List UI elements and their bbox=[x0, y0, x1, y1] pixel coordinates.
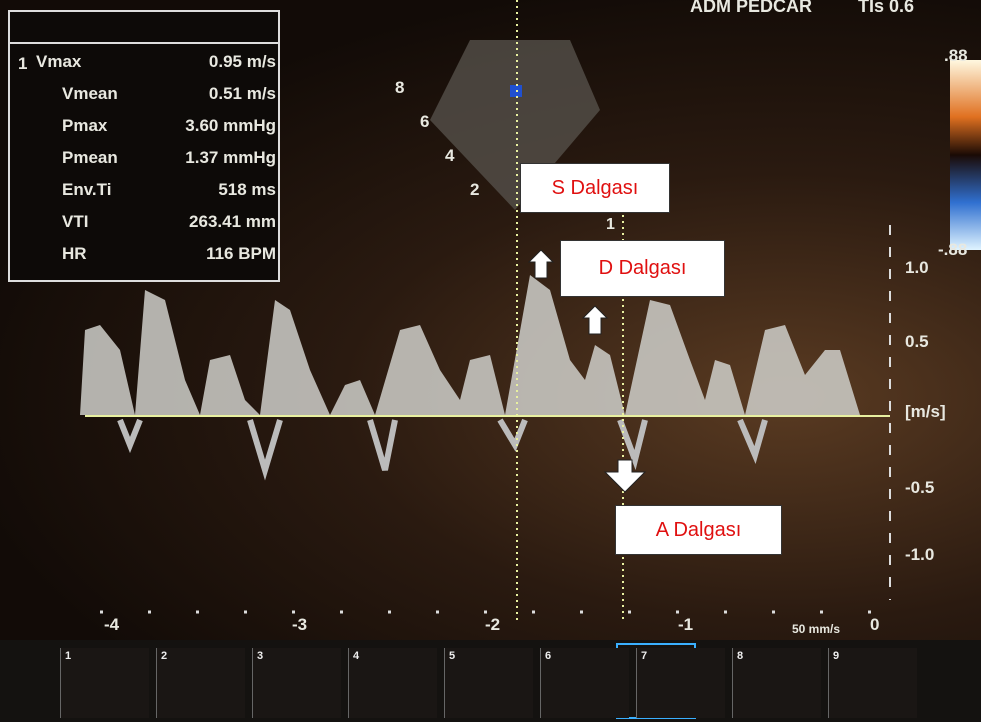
time-tick-label: 0 bbox=[870, 615, 879, 635]
page: ADM PEDCAR TIs 0.6 1 Vmax 0.95 m/s Vmean 0.… bbox=[0, 0, 981, 722]
depth-label: 8 bbox=[395, 78, 404, 98]
velocity-tick-label: -1.0 bbox=[905, 545, 934, 565]
measurement-row: Env.Ti 518 ms bbox=[10, 180, 280, 210]
tis: TIs 0.6 bbox=[858, 0, 914, 17]
color-scale-top: .88 bbox=[944, 46, 968, 66]
measurement-name: Pmax bbox=[62, 116, 107, 136]
measurement-value: 3.60 mmHg bbox=[185, 116, 276, 136]
measurement-name: VTI bbox=[62, 212, 88, 232]
measurement-name: Vmean bbox=[62, 84, 118, 104]
arrow-up bbox=[583, 306, 607, 334]
preset: PEDCAR bbox=[736, 0, 812, 16]
thumbnail[interactable]: 3 bbox=[252, 648, 341, 718]
header-text: ADM PEDCAR bbox=[690, 0, 812, 17]
cursor-label: 1 bbox=[606, 216, 615, 234]
measurement-row: HR 116 BPM bbox=[10, 244, 280, 274]
thumbnail[interactable]: 9 bbox=[828, 648, 917, 718]
thumbnail-number: 8 bbox=[737, 650, 743, 662]
thumbnail-number: 2 bbox=[161, 650, 167, 662]
operator: ADM bbox=[690, 0, 731, 16]
thumbnail[interactable]: 5 bbox=[444, 648, 533, 718]
thumbnail-number: 1 bbox=[65, 650, 71, 662]
thumbnail-number: 3 bbox=[257, 650, 263, 662]
depth-label: 2 bbox=[470, 180, 479, 200]
velocity-tick-label: 1.0 bbox=[905, 258, 929, 278]
reverse-flow bbox=[120, 420, 765, 470]
time-tick-label: -1 bbox=[678, 615, 693, 635]
measurement-value: 0.95 m/s bbox=[209, 52, 276, 72]
sweep-speed: 50 mm/s bbox=[792, 622, 840, 636]
thumbnail[interactable]: 8 bbox=[732, 648, 821, 718]
velocity-tick-label: -0.5 bbox=[905, 478, 934, 498]
time-tick-label: -2 bbox=[485, 615, 500, 635]
annotation: D Dalgası bbox=[560, 240, 725, 297]
thumbnail-number: 5 bbox=[449, 650, 455, 662]
measurement-row: VTI 263.41 mm bbox=[10, 212, 280, 242]
time-tick-label: -4 bbox=[104, 615, 119, 635]
thumbnail[interactable]: 4 bbox=[348, 648, 437, 718]
thumbnail-number: 4 bbox=[353, 650, 359, 662]
measurement-name: Vmax bbox=[36, 52, 81, 72]
measurement-value: 116 BPM bbox=[206, 244, 276, 264]
color-scale-bottom: -.88 bbox=[938, 240, 967, 260]
measurement-row: Pmean 1.37 mmHg bbox=[10, 148, 280, 178]
color-bar bbox=[950, 60, 981, 250]
measurement-value: 518 ms bbox=[218, 180, 276, 200]
velocity-tick-label: [m/s] bbox=[905, 402, 946, 422]
thumbnail-number: 7 bbox=[641, 650, 647, 662]
panel-bar bbox=[10, 12, 278, 44]
annotation: S Dalgası bbox=[520, 163, 670, 213]
measurement-row: Pmax 3.60 mmHg bbox=[10, 116, 280, 146]
thumbnail-number: 6 bbox=[545, 650, 551, 662]
measurement-value: 0.51 m/s bbox=[209, 84, 276, 104]
depth-label: 6 bbox=[420, 112, 429, 132]
thumbnail[interactable]: 7 bbox=[636, 648, 725, 718]
thumbnail[interactable]: 1 bbox=[60, 648, 149, 718]
time-tick-label: -3 bbox=[292, 615, 307, 635]
depth-label: 4 bbox=[445, 146, 454, 166]
measurement-value: 263.41 mm bbox=[189, 212, 276, 232]
thumbnail-number: 9 bbox=[833, 650, 839, 662]
thumbnail[interactable]: 2 bbox=[156, 648, 245, 718]
measurement-name: Pmean bbox=[62, 148, 118, 168]
arrow-down bbox=[605, 460, 645, 492]
measurement-row: Vmean 0.51 m/s bbox=[10, 84, 280, 114]
doppler-waveform bbox=[80, 275, 860, 415]
annotation: A Dalgası bbox=[615, 505, 782, 555]
measurement-value: 1.37 mmHg bbox=[185, 148, 276, 168]
arrow-up bbox=[529, 250, 553, 278]
velocity-tick-label: 0.5 bbox=[905, 332, 929, 352]
measurement-name: Env.Ti bbox=[62, 180, 111, 200]
measurement-name: HR bbox=[62, 244, 87, 264]
measurement-row: Vmax 0.95 m/s bbox=[10, 52, 280, 82]
thumbnail[interactable]: 6 bbox=[540, 648, 629, 718]
